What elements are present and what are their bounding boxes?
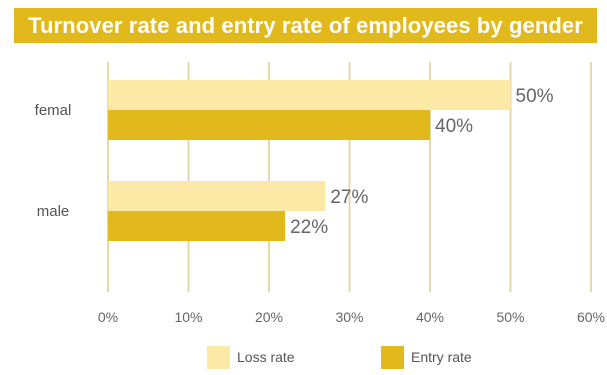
legend-swatch — [207, 346, 230, 369]
data-label: 50% — [516, 86, 554, 107]
chart-title: Turnover rate and entry rate of employee… — [14, 8, 597, 43]
data-label: 27% — [330, 187, 368, 208]
bar-male-loss — [108, 181, 326, 211]
legend: Loss rate Entry rate — [207, 346, 472, 369]
x-axis-ticks: 0% 10% 20% 30% 40% 50% 60% — [98, 309, 605, 325]
x-tick-label: 40% — [416, 309, 444, 325]
data-label: 22% — [290, 217, 328, 238]
x-tick-label: 20% — [255, 309, 283, 325]
x-tick-label: 10% — [174, 309, 202, 325]
legend-swatch — [381, 346, 404, 369]
x-tick-label: 60% — [577, 309, 605, 325]
category-label: femal — [35, 102, 72, 119]
legend-label: Loss rate — [237, 349, 295, 365]
bar-femal-loss — [108, 80, 511, 110]
data-labels: 50% 40% 27%22% — [290, 86, 554, 238]
bar-femal-entry — [108, 110, 430, 140]
x-tick-label: 50% — [496, 309, 524, 325]
category-label: male — [37, 203, 70, 220]
x-tick-label: 0% — [98, 309, 118, 325]
x-tick-label: 30% — [335, 309, 363, 325]
legend-label: Entry rate — [411, 349, 472, 365]
bars — [108, 80, 511, 241]
category-labels: femal male — [35, 102, 72, 220]
data-label: 40% — [435, 116, 473, 137]
bar-male-entry — [108, 211, 286, 241]
